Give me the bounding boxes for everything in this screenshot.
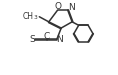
Text: 3: 3 bbox=[34, 15, 37, 20]
Text: CH: CH bbox=[22, 12, 33, 21]
Text: O: O bbox=[54, 2, 61, 11]
Text: N: N bbox=[56, 35, 62, 44]
Text: N: N bbox=[68, 4, 75, 13]
Text: S: S bbox=[30, 35, 36, 44]
Text: C: C bbox=[44, 32, 50, 41]
